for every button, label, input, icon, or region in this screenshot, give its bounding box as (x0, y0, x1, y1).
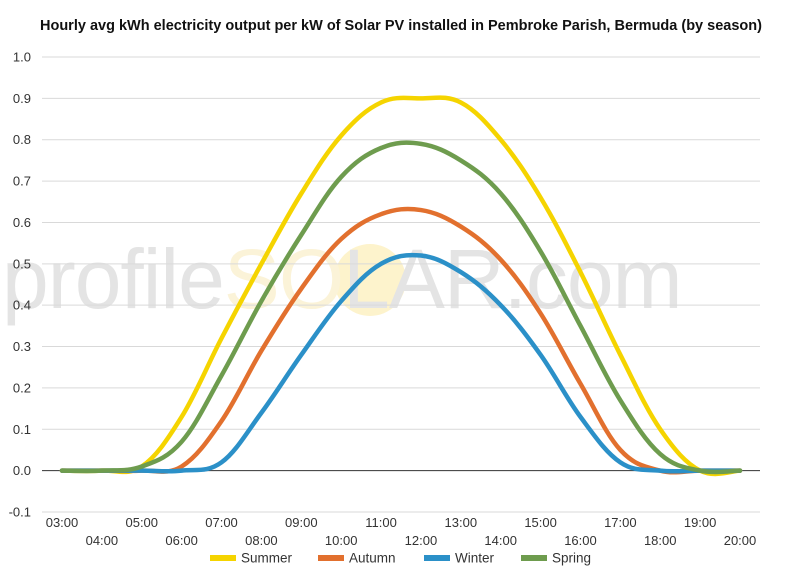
x-tick-label: 06:00 (165, 533, 198, 548)
series-line-winter (59, 252, 743, 474)
y-tick-label: 0.3 (13, 339, 31, 354)
legend-swatch (318, 555, 344, 561)
svg-text:profileSOLAR.com: profileSOLAR.com (2, 232, 682, 326)
legend-swatch (424, 555, 450, 561)
x-tick-label: 04:00 (86, 533, 119, 548)
y-tick-label: 0.5 (13, 256, 31, 271)
legend-label: Spring (552, 551, 591, 566)
x-tick-label: 09:00 (285, 515, 318, 530)
y-tick-label: 0.1 (13, 422, 31, 437)
x-tick-label: 14:00 (484, 533, 517, 548)
x-axis: 03:00 04:00 05:00 06:00 07:00 08:00 09:00 10:00… (46, 515, 757, 548)
y-tick-label: -0.1 (9, 505, 31, 520)
x-tick-label: 08:00 (245, 533, 278, 548)
legend-item-winter[interactable]: Winter (424, 551, 495, 566)
x-tick-label: 15:00 (524, 515, 557, 530)
x-tick-label: 19:00 (684, 515, 717, 530)
x-tick-label: 12:00 (405, 533, 438, 548)
y-tick-label: 0.0 (13, 463, 31, 478)
legend-item-summer[interactable]: Summer (210, 551, 293, 566)
y-tick-label: 0.2 (13, 380, 31, 395)
y-tick-label: 0.8 (13, 132, 31, 147)
legend-swatch (210, 555, 236, 561)
x-tick-label: 20:00 (724, 533, 757, 548)
y-axis: -0.1 0.0 0.1 0.2 0.3 0.4 0.5 0.6 0.7 0.8 0.9 1.0 (9, 50, 31, 520)
legend-swatch (521, 555, 547, 561)
chart-title: Hourly avg kWh electricity output per kW… (40, 18, 762, 34)
legend-label: Winter (455, 551, 495, 566)
x-tick-label: 07:00 (205, 515, 238, 530)
x-tick-label: 10:00 (325, 533, 358, 548)
watermark: profileSOLAR.com (2, 232, 683, 326)
x-tick-label: 18:00 (644, 533, 677, 548)
series-line-summer (59, 95, 743, 477)
y-tick-label: 0.4 (13, 298, 31, 313)
x-tick-label: 03:00 (46, 515, 79, 530)
x-tick-label: 05:00 (125, 515, 158, 530)
legend[interactable]: Summer Autumn Winter Spring (210, 551, 591, 566)
y-tick-label: 1.0 (13, 50, 31, 65)
plot-area (59, 95, 743, 477)
series-line-autumn (59, 206, 743, 475)
watermark-text-right: LAR.com (343, 232, 681, 326)
y-tick-label: 0.6 (13, 215, 31, 230)
x-tick-label: 13:00 (445, 515, 478, 530)
grid (42, 56, 760, 513)
x-tick-label: 17:00 (604, 515, 637, 530)
legend-item-autumn[interactable]: Autumn (318, 551, 396, 566)
y-tick-label: 0.9 (13, 91, 31, 106)
x-tick-label: 16:00 (564, 533, 597, 548)
y-tick-label: 0.7 (13, 174, 31, 189)
legend-label: Autumn (349, 551, 396, 566)
series-line-spring (59, 140, 743, 475)
legend-label: Summer (241, 551, 293, 566)
watermark-text-left: profile (2, 232, 224, 326)
legend-item-spring[interactable]: Spring (521, 551, 591, 566)
x-tick-label: 11:00 (365, 515, 397, 530)
